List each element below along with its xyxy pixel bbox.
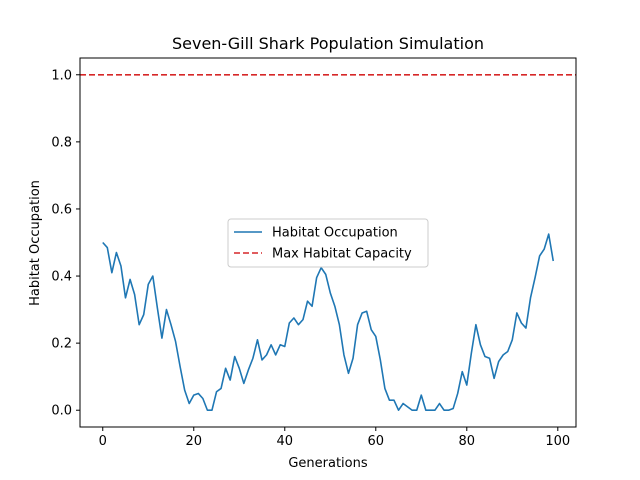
y-tick-label: 0.6 (51, 202, 72, 217)
y-tick-label: 0.0 (51, 404, 72, 419)
chart-title: Seven-Gill Shark Population Simulation (172, 34, 484, 53)
y-tick-label: 0.4 (51, 270, 72, 285)
x-tick-label: 0 (99, 434, 107, 449)
series-line-1 (102, 233, 555, 412)
legend-box (227, 218, 429, 268)
x-tick-label: 100 (545, 434, 570, 449)
y-axis-label: Habitat Occupation (28, 180, 43, 306)
axes-frame (79, 57, 577, 428)
x-tick-label: 60 (368, 434, 385, 449)
plot-area: 0 20 40 60 80 100 0.0 0.2 0.4 0.6 0.8 1.0 (51, 57, 577, 449)
legend: Habitat Occupation Max Habitat Capacity (227, 218, 429, 268)
x-tick-label: 20 (185, 434, 202, 449)
legend-label-2: Max Habitat Capacity (272, 247, 412, 262)
x-axis-label: Generations (288, 456, 368, 471)
y-tick-label: 0.8 (51, 135, 72, 150)
legend-label-1: Habitat Occupation (272, 226, 398, 241)
y-tick-label: 0.2 (51, 337, 72, 352)
x-tick-label: 40 (276, 434, 293, 449)
x-tick-label: 80 (459, 434, 476, 449)
y-tick-label: 1.0 (51, 68, 72, 83)
